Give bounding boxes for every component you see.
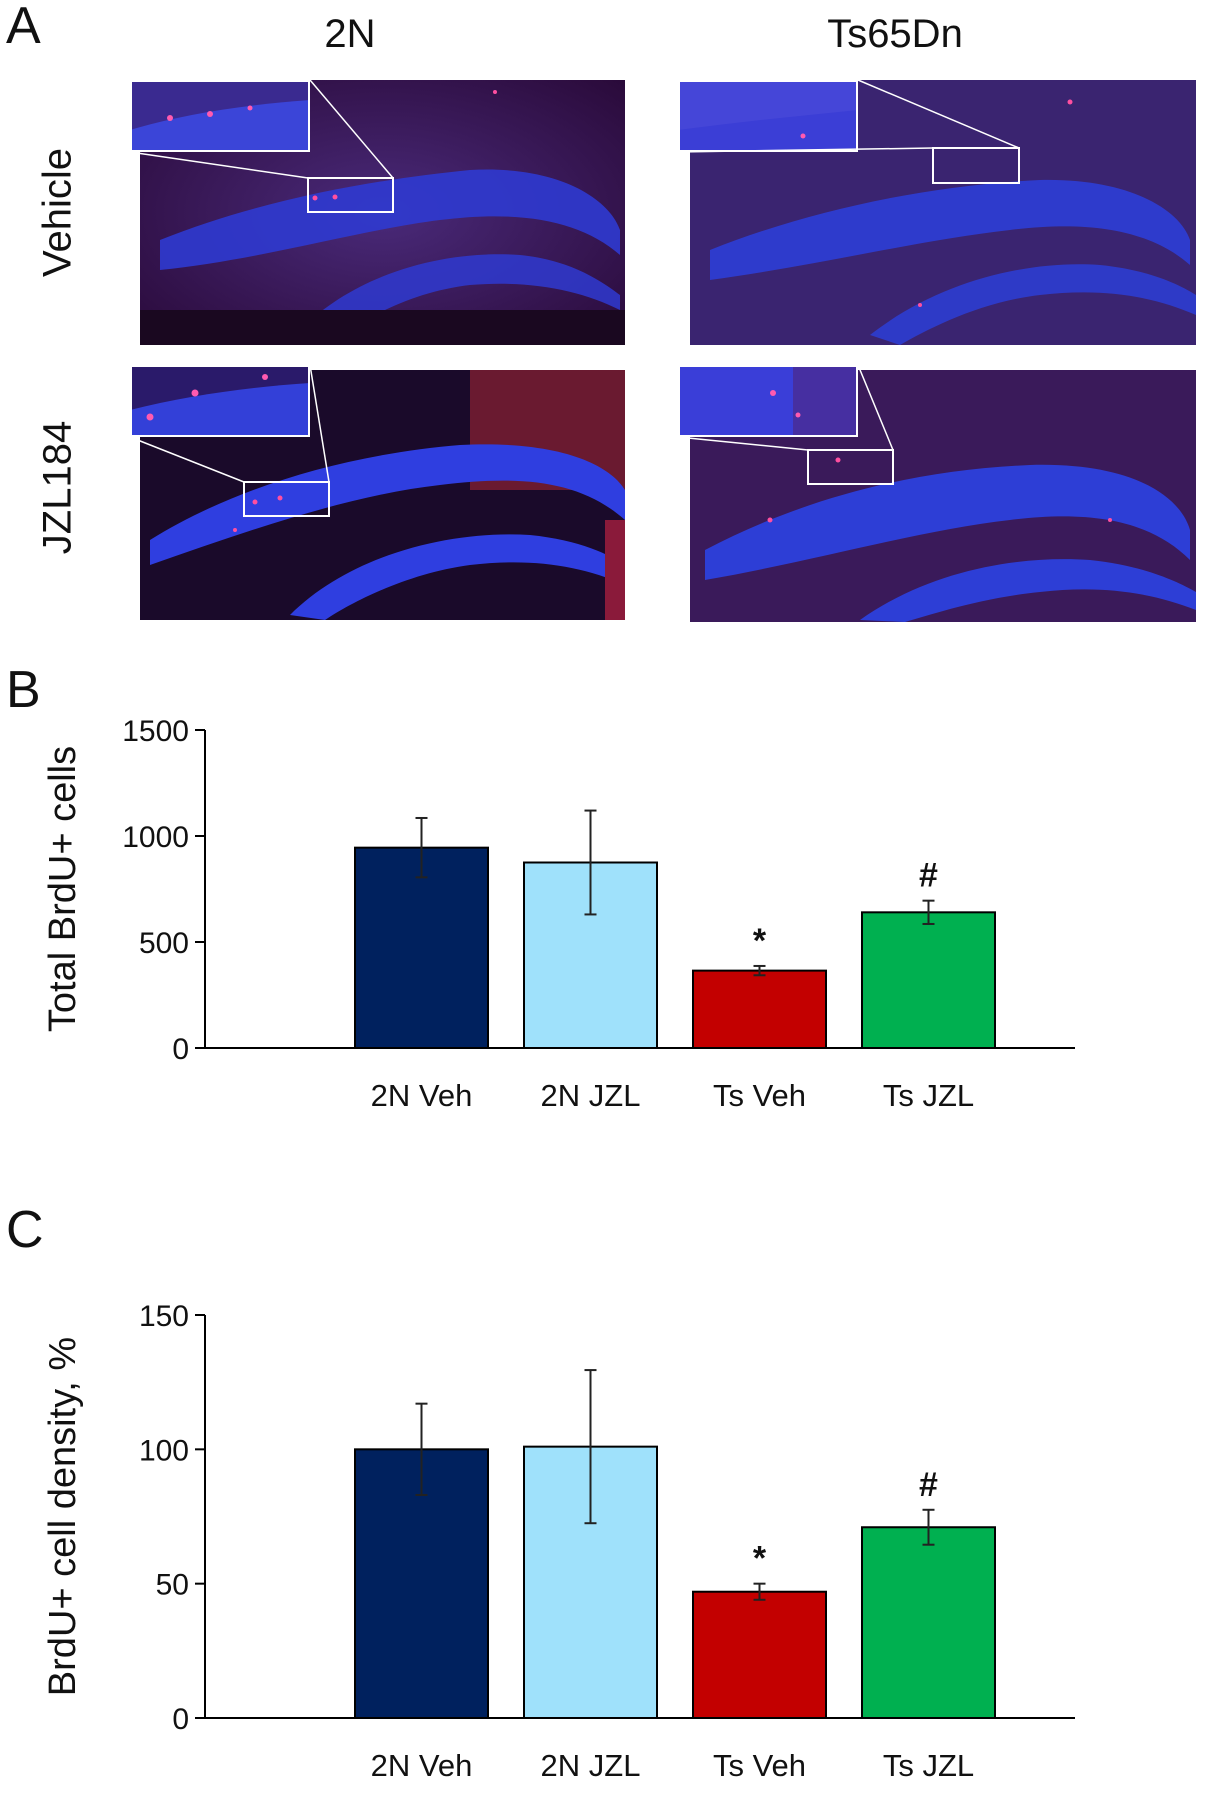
micrograph-inset-2n-jzl184: [130, 365, 310, 437]
x-tick-label: 2N Veh: [371, 1748, 473, 1783]
micrograph-inset-2n-vehicle: [130, 80, 310, 152]
y-tick-label: 1000: [122, 821, 189, 854]
y-tick-label: 150: [139, 1300, 189, 1333]
bar-ts-veh: [692, 1590, 827, 1719]
micrograph-2n-jzl184: [140, 370, 625, 620]
column-label-ts65dn: Ts65Dn: [827, 12, 963, 56]
bar-chart-brdu-density: 0 50 100 150 BrdU+ cell density, % 2N Veh 2N J…: [42, 1300, 1075, 1783]
significance-marker: #: [919, 857, 938, 895]
x-tick-label: 2N JZL: [541, 1078, 641, 1113]
y-tick-label: 500: [139, 927, 189, 960]
y-axis-label: BrdU+ cell density, %: [42, 1337, 84, 1696]
panel-letter-b: B: [6, 661, 41, 719]
bar-ts-jzl: [861, 911, 996, 1049]
x-tick-label: Ts JZL: [883, 1748, 974, 1783]
micrograph-2n-vehicle: [140, 80, 625, 345]
bar-ts-veh: [692, 969, 827, 1049]
column-label-2n: 2N: [324, 12, 376, 56]
y-tick-label: 100: [139, 1434, 189, 1467]
y-axis-label: Total BrdU+ cells: [42, 746, 84, 1032]
significance-marker: *: [753, 1540, 767, 1578]
x-tick-label: Ts Veh: [713, 1078, 806, 1113]
micrograph-inset-ts65dn-jzl184: [678, 365, 858, 437]
y-tick-label: 1500: [122, 715, 189, 748]
bar-2n-veh: [354, 846, 489, 1049]
significance-marker: #: [919, 1466, 938, 1504]
significance-marker: *: [753, 922, 767, 960]
inset-connector-lines: [129, 79, 1020, 483]
panel-letter-c: C: [6, 1201, 44, 1259]
x-tick-label: 2N Veh: [371, 1078, 473, 1113]
panel-letter-a: A: [6, 0, 41, 55]
y-tick-label: 50: [156, 1569, 189, 1602]
micrograph-inset-ts65dn-vehicle: [678, 80, 858, 152]
bar-ts-jzl: [861, 1526, 996, 1719]
bar-chart-total-brdu: 0 500 1000 1500 Total BrdU+ cells 2N Veh 2N JZ…: [42, 715, 1075, 1113]
y-tick-label: 0: [172, 1703, 189, 1736]
y-tick-label: 0: [172, 1033, 189, 1066]
x-tick-label: 2N JZL: [541, 1748, 641, 1783]
x-tick-label: Ts Veh: [713, 1748, 806, 1783]
x-tick-label: Ts JZL: [883, 1078, 974, 1113]
